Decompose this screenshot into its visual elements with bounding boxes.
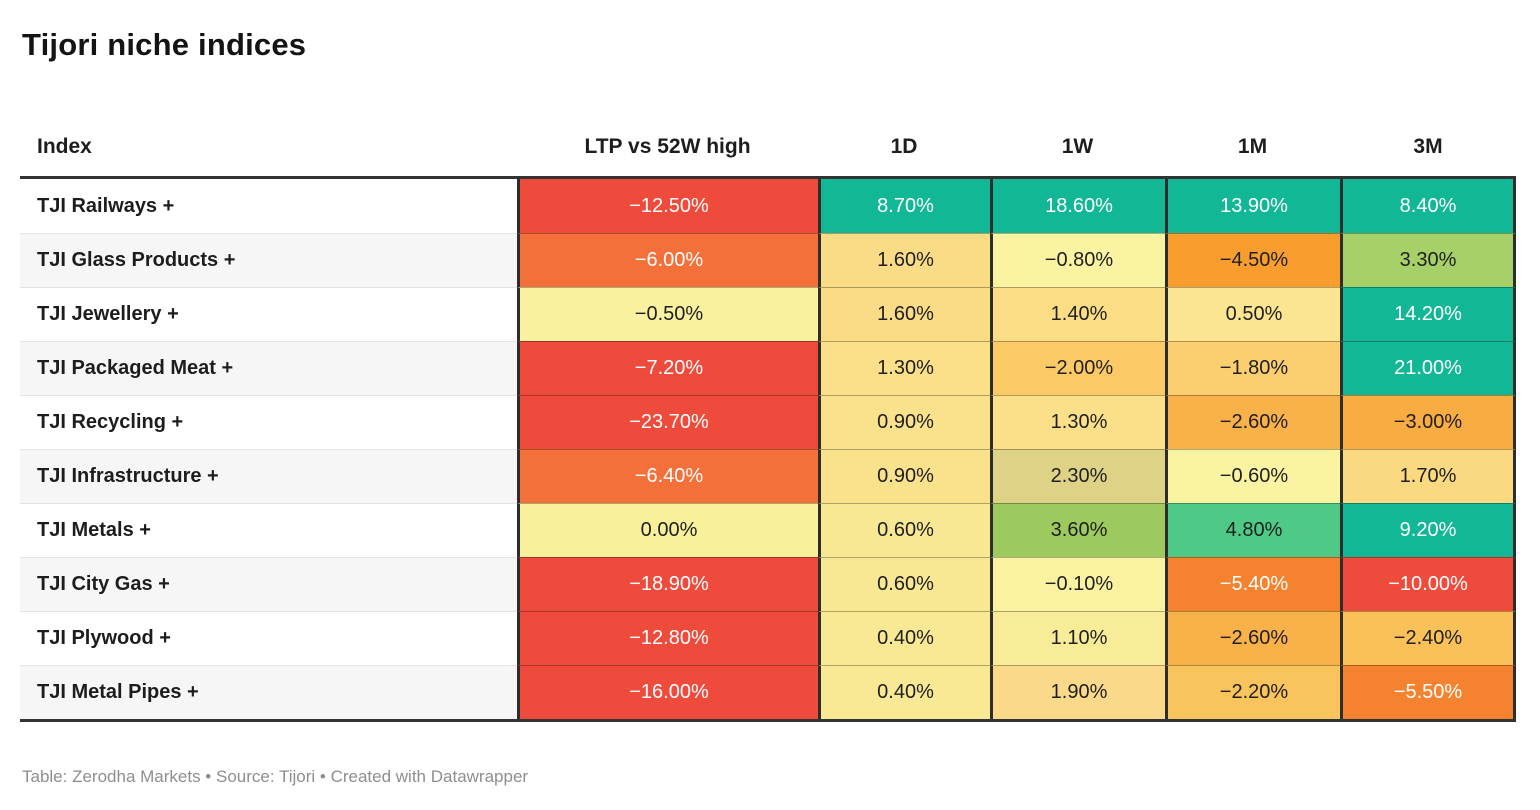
cell-ltp-vs-52w-high: −6.00% xyxy=(517,233,818,288)
cell-1d: 8.70% xyxy=(818,179,990,234)
cell-1w: −2.00% xyxy=(990,341,1165,396)
table-row: TJI Glass Products + −6.00% 1.60% −0.80% −4.… xyxy=(20,233,1516,288)
cell-1d: 1.30% xyxy=(818,341,990,396)
cell-1m: −0.60% xyxy=(1165,449,1340,504)
cell-ltp-vs-52w-high: −0.50% xyxy=(517,287,818,342)
table-row: TJI Metals +0.00% 0.60% 3.60% 4.80% 9.20% xyxy=(20,503,1516,558)
cell-1m: −4.50% xyxy=(1165,233,1340,288)
cell-1m: −2.60% xyxy=(1165,611,1340,666)
table-row: TJI City Gas + −18.90% 0.60% −0.10% −5.40% −1… xyxy=(20,557,1516,612)
cell-1m: 4.80% xyxy=(1165,503,1340,558)
row-index-expander[interactable]: TJI Packaged Meat + xyxy=(20,341,517,396)
cell-1w: 1.90% xyxy=(990,665,1165,720)
table-row: TJI Infrastructure + −6.40% 0.90% 2.30% −0.6… xyxy=(20,449,1516,504)
cell-1m: 0.50% xyxy=(1165,287,1340,342)
row-index-expander[interactable]: TJI Infrastructure + xyxy=(20,449,517,504)
cell-1d: 0.90% xyxy=(818,395,990,450)
row-index-expander[interactable]: TJI Glass Products + xyxy=(20,233,517,288)
cell-1d: 0.60% xyxy=(818,557,990,612)
cell-ltp-vs-52w-high: −12.80% xyxy=(517,611,818,666)
cell-1m: −2.20% xyxy=(1165,665,1340,720)
row-index-expander[interactable]: TJI Metals + xyxy=(20,503,517,558)
table-row: TJI Jewellery + −0.50% 1.60% 1.40% 0.50% 14.2… xyxy=(20,287,1516,342)
table-row: TJI Railways + −12.50% 8.70% 18.60% 13.90% 8.… xyxy=(20,179,1516,234)
column-header-ltp-vs-52w-high: LTP vs 52W high xyxy=(584,135,751,159)
column-header-1w: 1W xyxy=(1061,135,1094,159)
row-index-expander[interactable]: TJI Metal Pipes + xyxy=(20,665,517,720)
table-row: TJI Plywood + −12.80% 0.40% 1.10% −2.60% −2.4… xyxy=(20,611,1516,666)
row-index-expander[interactable]: TJI Railways + xyxy=(20,179,517,234)
cell-3m: 1.70% xyxy=(1340,449,1516,504)
cell-3m: 14.20% xyxy=(1340,287,1516,342)
cell-1m: −1.80% xyxy=(1165,341,1340,396)
cell-1w: −0.10% xyxy=(990,557,1165,612)
row-index-expander[interactable]: TJI City Gas + xyxy=(20,557,517,612)
cell-1w: 1.40% xyxy=(990,287,1165,342)
cell-1w: 3.60% xyxy=(990,503,1165,558)
cell-1m: −2.60% xyxy=(1165,395,1340,450)
cell-1d: 0.40% xyxy=(818,665,990,720)
cell-1d: 1.60% xyxy=(818,287,990,342)
column-header-1d: 1D xyxy=(890,135,918,159)
attribution-footer: Table: Zerodha Markets • Source: Tijori … xyxy=(22,767,529,787)
table-row: TJI Packaged Meat + −7.20% 1.30% −2.00% −1.8… xyxy=(20,341,1516,396)
page-title: Tijori niche indices xyxy=(22,27,307,62)
table-row: TJI Recycling + −23.70% 0.90% 1.30% −2.60% −3… xyxy=(20,395,1516,450)
cell-1m: −5.40% xyxy=(1165,557,1340,612)
cell-ltp-vs-52w-high: −23.70% xyxy=(517,395,818,450)
cell-ltp-vs-52w-high: −16.00% xyxy=(517,665,818,720)
cell-ltp-vs-52w-high: −6.40% xyxy=(517,449,818,504)
column-header-index: Index xyxy=(37,135,92,159)
cell-1d: 0.60% xyxy=(818,503,990,558)
indices-table: Index LTP vs 52W high 1D 1W 1M 3M TJI Railway… xyxy=(20,118,1516,723)
table-header-row: Index LTP vs 52W high 1D 1W 1M 3M xyxy=(20,118,1516,176)
column-header-1m: 1M xyxy=(1237,135,1268,159)
cell-3m: 9.20% xyxy=(1340,503,1516,558)
cell-1w: −0.80% xyxy=(990,233,1165,288)
column-header-3m: 3M xyxy=(1413,135,1443,159)
cell-3m: −3.00% xyxy=(1340,395,1516,450)
cell-1w: 1.10% xyxy=(990,611,1165,666)
cell-1m: 13.90% xyxy=(1165,179,1340,234)
cell-ltp-vs-52w-high: −12.50% xyxy=(517,179,818,234)
table-body: TJI Railways + −12.50% 8.70% 18.60% 13.90% 8.… xyxy=(20,176,1516,723)
row-index-expander[interactable]: TJI Plywood + xyxy=(20,611,517,666)
cell-ltp-vs-52w-high: −7.20% xyxy=(517,341,818,396)
table-row: TJI Metal Pipes + −16.00% 0.40% 1.90% −2.20%… xyxy=(20,665,1516,720)
cell-1w: 1.30% xyxy=(990,395,1165,450)
cell-1w: 2.30% xyxy=(990,449,1165,504)
cell-1w: 18.60% xyxy=(990,179,1165,234)
cell-3m: 21.00% xyxy=(1340,341,1516,396)
cell-3m: −10.00% xyxy=(1340,557,1516,612)
cell-ltp-vs-52w-high: −18.90% xyxy=(517,557,818,612)
cell-ltp-vs-52w-high: 0.00% xyxy=(517,503,818,558)
cell-1d: 0.90% xyxy=(818,449,990,504)
row-index-expander[interactable]: TJI Jewellery + xyxy=(20,287,517,342)
cell-3m: 3.30% xyxy=(1340,233,1516,288)
cell-1d: 1.60% xyxy=(818,233,990,288)
row-index-expander[interactable]: TJI Recycling + xyxy=(20,395,517,450)
cell-3m: −5.50% xyxy=(1340,665,1516,720)
cell-1d: 0.40% xyxy=(818,611,990,666)
cell-3m: 8.40% xyxy=(1340,179,1516,234)
cell-3m: −2.40% xyxy=(1340,611,1516,666)
